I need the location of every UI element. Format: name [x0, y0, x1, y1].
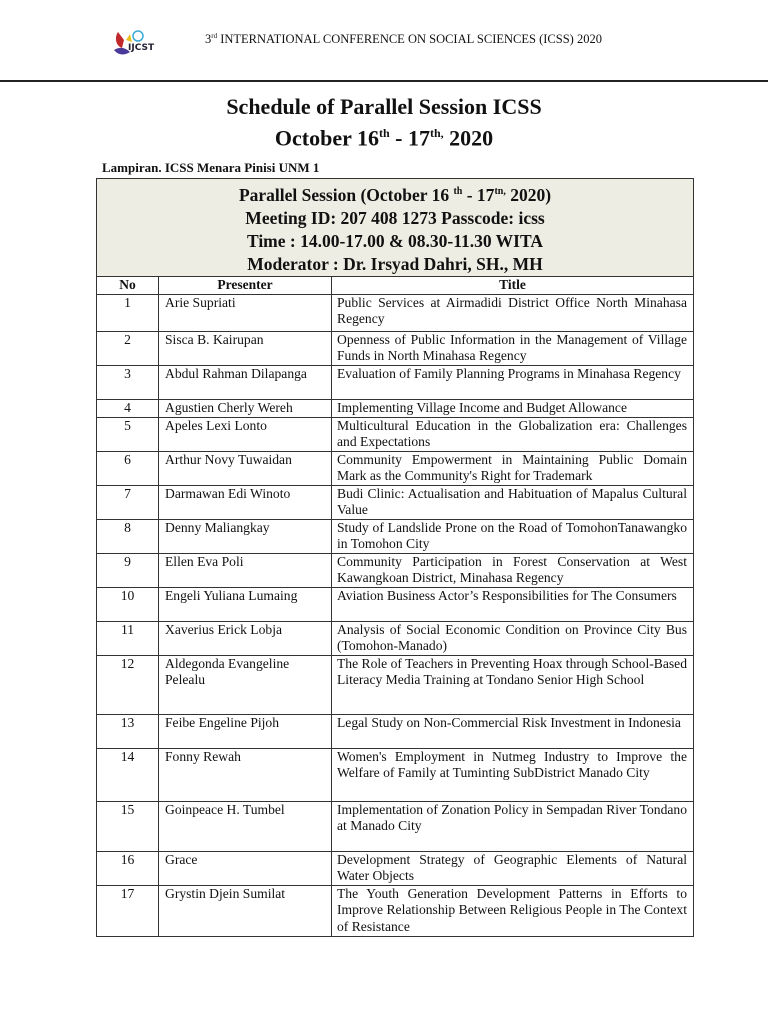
column-header-no: No — [96, 275, 159, 295]
presenter-name: Fonny Rewah — [158, 747, 332, 802]
row-number: 15 — [96, 800, 159, 852]
paper-title: Multicultural Education in the Globaliza… — [331, 416, 694, 452]
column-header-presenter: Presenter — [158, 275, 332, 295]
row-number: 13 — [96, 713, 159, 749]
running-header: 3rd INTERNATIONAL CONFERENCE ON SOCIAL S… — [205, 32, 602, 47]
row-number: 3 — [96, 364, 159, 400]
column-header-title: Title — [331, 275, 694, 295]
table-row: 1 Arie Supriati Public Services at Airmadi… — [96, 293, 694, 332]
paper-title: Evaluation of Family Planning Programs i… — [331, 364, 694, 400]
row-number: 10 — [96, 586, 159, 622]
paper-title: Development Strategy of Geographic Eleme… — [331, 850, 694, 886]
paper-title: Women's Employment in Nutmeg Industry to… — [331, 747, 694, 802]
session-time: Time : 14.00-17.00 & 08.30-11.30 WITA — [246, 230, 544, 251]
page-title: Schedule of Parallel Session ICSS Octobe… — [226, 94, 542, 151]
row-number: 16 — [96, 850, 159, 886]
paper-title: Analysis of Social Economic Condition on… — [331, 620, 694, 656]
presenter-name: Xaverius Erick Lobja — [158, 620, 332, 656]
meeting-id: Meeting ID: 207 408 1273 Passcode: icss — [245, 207, 545, 228]
table-row: 4 Agustien Cherly Wereh Implementing Villa… — [96, 398, 694, 418]
row-number: 12 — [96, 654, 159, 715]
table-header-row: No Presenter Title — [96, 275, 694, 295]
paper-title: Openness of Public Information in the Ma… — [331, 330, 694, 366]
table-row: 11 Xaverius Erick Lobja Analysis of Social… — [96, 620, 694, 656]
presenter-name: Engeli Yuliana Lumaing — [158, 586, 332, 622]
paper-title: Public Services at Airmadidi District Of… — [331, 293, 694, 332]
conference-logo: IJCST — [114, 30, 155, 55]
paper-title: Implementation of Zonation Policy in Sem… — [331, 800, 694, 852]
table-row: 3 Abdul Rahman Dilapanga Evaluation of Fam… — [96, 364, 694, 400]
presenter-name: Grystin Djein Sumilat — [158, 884, 332, 937]
table-row: 6 Arthur Novy Tuwaidan Community Empowerme… — [96, 450, 694, 486]
table-row: 12 Aldegonda Evangeline Pelealu The Role o… — [96, 654, 694, 715]
paper-title: Community Empowerment in Maintaining Pub… — [331, 450, 694, 486]
presenter-name: Denny Maliangkay — [158, 518, 332, 554]
row-number: 1 — [96, 293, 159, 332]
paper-title: The Role of Teachers in Preventing Hoax … — [331, 654, 694, 715]
presenter-name: Ellen Eva Poli — [158, 552, 332, 588]
table-row: 16 Grace Development Strategy of Geograph… — [96, 850, 694, 886]
row-number: 2 — [96, 330, 159, 366]
svg-text:IJCST: IJCST — [128, 43, 155, 53]
presenter-name: Abdul Rahman Dilapanga — [158, 364, 332, 400]
presenter-name: Goinpeace H. Tumbel — [158, 800, 332, 852]
table-row: 17 Grystin Djein Sumilat The Youth Generat… — [96, 884, 694, 937]
row-number: 5 — [96, 416, 159, 452]
session-info: Parallel Session (October 16 th - 17tn, … — [96, 178, 694, 277]
presenter-name: Darmawan Edi Winoto — [158, 484, 332, 520]
presenter-name: Apeles Lexi Lonto — [158, 416, 332, 452]
table-row: 14 Fonny Rewah Women's Employment in Nutme… — [96, 747, 694, 802]
paper-title: Legal Study on Non-Commercial Risk Inves… — [331, 713, 694, 749]
table-row: 7 Darmawan Edi Winoto Budi Clinic: Actuali… — [96, 484, 694, 520]
row-number: 14 — [96, 747, 159, 802]
table-row: 5 Apeles Lexi Lonto Multicultural Educatio… — [96, 416, 694, 452]
paper-title: The Youth Generation Development Pattern… — [331, 884, 694, 937]
paper-title: Study of Landslide Prone on the Road of … — [331, 518, 694, 554]
table-row: 9 Ellen Eva Poli Community Participation i… — [96, 552, 694, 588]
table-row: 13 Feibe Engeline Pijoh Legal Study on Non… — [96, 713, 694, 749]
row-number: 17 — [96, 884, 159, 937]
presenter-name: Agustien Cherly Wereh — [158, 398, 332, 418]
paper-title: Budi Clinic: Actualisation and Habituati… — [331, 484, 694, 520]
row-number: 7 — [96, 484, 159, 520]
paper-title: Community Participation in Forest Conser… — [331, 552, 694, 588]
table-row: 10 Engeli Yuliana Lumaing Aviation Busines… — [96, 586, 694, 622]
presenter-name: Arie Supriati — [158, 293, 332, 332]
presenter-name: Arthur Novy Tuwaidan — [158, 450, 332, 486]
presenter-name: Grace — [158, 850, 332, 886]
row-number: 9 — [96, 552, 159, 588]
presenter-name: Aldegonda Evangeline Pelealu — [158, 654, 332, 715]
paper-title: Aviation Business Actor’s Responsibiliti… — [331, 586, 694, 622]
table-row: 2 Sisca B. Kairupan Openness of Public Inf… — [96, 330, 694, 366]
table-row: 8 Denny Maliangkay Study of Landslide Pron… — [96, 518, 694, 554]
row-number: 11 — [96, 620, 159, 656]
header-rule — [0, 80, 768, 82]
row-number: 8 — [96, 518, 159, 554]
presenter-name: Sisca B. Kairupan — [158, 330, 332, 366]
moderator: Moderator : Dr. Irsyad Dahri, SH., MH — [247, 253, 543, 274]
schedule-table: Parallel Session (October 16 th - 17tn, … — [96, 178, 694, 937]
row-number: 6 — [96, 450, 159, 486]
annex-label: Lampiran. ICSS Menara Pinisi UNM 1 — [102, 160, 320, 175]
row-number: 4 — [96, 398, 159, 418]
presenter-name: Feibe Engeline Pijoh — [158, 713, 332, 749]
paper-title: Implementing Village Income and Budget A… — [331, 398, 694, 418]
table-row: 15 Goinpeace H. Tumbel Implementation of Z… — [96, 800, 694, 852]
